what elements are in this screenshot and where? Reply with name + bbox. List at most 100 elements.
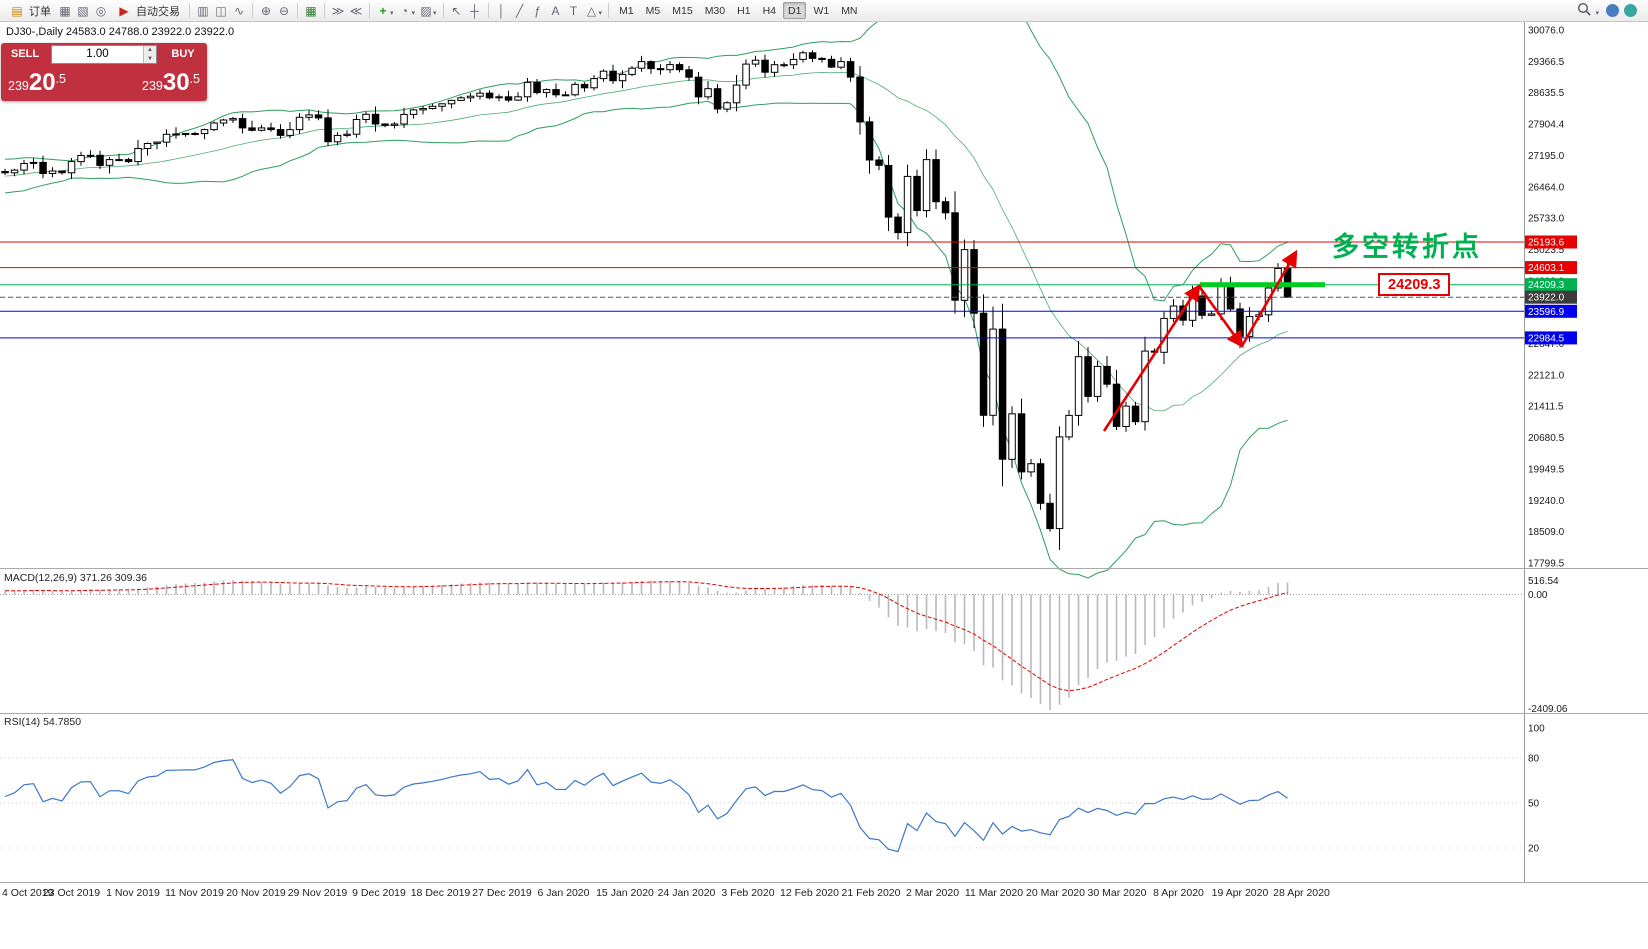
svg-text:27 Dec 2019: 27 Dec 2019 bbox=[472, 887, 532, 899]
zigzag-arrows[interactable] bbox=[1102, 249, 1298, 432]
volume-input[interactable]: 1.00 ▲ ▼ bbox=[51, 45, 157, 64]
timeframe-d1[interactable]: D1 bbox=[783, 2, 807, 19]
toolbar-separator bbox=[324, 3, 325, 18]
autoscroll-icon[interactable]: ≫ bbox=[331, 3, 345, 18]
svg-text:23 Oct 2019: 23 Oct 2019 bbox=[43, 887, 100, 899]
new-order-icon: ▤ bbox=[11, 3, 23, 18]
svg-text:30 Mar 2020: 30 Mar 2020 bbox=[1088, 887, 1147, 899]
periods-icon[interactable]: ◔ bbox=[400, 3, 409, 18]
toolbar-window-icons: ▦ ▧ ◎ bbox=[56, 1, 110, 20]
svg-text:27195.0: 27195.0 bbox=[1528, 151, 1565, 162]
grid-icon[interactable]: ▦ bbox=[305, 3, 317, 18]
rsi-panel: RSI(14) 54.7850 100 80 50 20 bbox=[0, 716, 1545, 855]
search-caret-icon[interactable]: ▾ bbox=[1595, 9, 1599, 17]
svg-text:28 Apr 2020: 28 Apr 2020 bbox=[1273, 887, 1330, 899]
svg-text:12 Feb 2020: 12 Feb 2020 bbox=[780, 887, 839, 899]
crosshair-icon[interactable]: ┼ bbox=[470, 3, 479, 18]
bar-chart-icon[interactable]: ▥ bbox=[197, 3, 209, 18]
line-chart-icon[interactable]: ∿ bbox=[233, 3, 245, 18]
chart-shift-icon[interactable]: ≪ bbox=[349, 3, 363, 18]
svg-text:11 Nov 2019: 11 Nov 2019 bbox=[165, 887, 224, 899]
sell-price[interactable]: 239 20.5 bbox=[8, 69, 66, 97]
algo-trading-button[interactable]: ▶ 自动交易 bbox=[110, 1, 185, 21]
candlestick-icon[interactable]: ◫ bbox=[215, 3, 227, 18]
fibonacci-icon[interactable]: ƒ bbox=[534, 3, 541, 18]
volume-increase-icon[interactable]: ▲ bbox=[147, 47, 153, 53]
timeframe-m15[interactable]: M15 bbox=[672, 4, 693, 17]
timeframe-m30[interactable]: M30 bbox=[704, 4, 726, 17]
price-digits: .5 bbox=[55, 72, 66, 86]
profiles-icon[interactable]: ▧ bbox=[77, 3, 89, 18]
svg-text:25733.0: 25733.0 bbox=[1528, 214, 1565, 225]
svg-text:21 Feb 2020: 21 Feb 2020 bbox=[842, 887, 901, 899]
chart-canvas[interactable]: 30076.0 29366.5 28635.5 27904.4 27195.0 26464… bbox=[0, 22, 1648, 949]
svg-text:18509.0: 18509.0 bbox=[1528, 527, 1565, 538]
svg-text:29 Nov 2019: 29 Nov 2019 bbox=[288, 887, 348, 899]
panel-frame bbox=[0, 22, 1648, 883]
svg-text:22847.0: 22847.0 bbox=[1528, 339, 1565, 350]
community-icon[interactable] bbox=[1606, 4, 1619, 17]
horizontal-levels[interactable] bbox=[0, 241, 1524, 339]
templates-icon[interactable]: ▨ bbox=[420, 3, 432, 18]
toolbar-chart-tools: ▥ ◫ ∿ ⊕ ⊖ ▦ ≫ ≪ + ▾ ◔ ▾ ▨ ▾ ↖ ┼ │ ╱ ƒ A T △ ▾ M1 M5 M15 M30 H1 H4 D1 W… bbox=[194, 1, 864, 20]
timeframe-mn[interactable]: MN bbox=[841, 4, 858, 17]
svg-text:2 Mar 2020: 2 Mar 2020 bbox=[906, 887, 959, 899]
timeframe-w1[interactable]: W1 bbox=[813, 4, 830, 17]
timeframe-m1[interactable]: M1 bbox=[619, 4, 634, 17]
zoom-out-icon[interactable]: ⊖ bbox=[278, 3, 290, 18]
svg-text:100: 100 bbox=[1528, 724, 1545, 735]
svg-text:19 Apr 2020: 19 Apr 2020 bbox=[1212, 887, 1269, 899]
svg-text:4 Oct 2019: 4 Oct 2019 bbox=[2, 887, 54, 899]
svg-text:20: 20 bbox=[1528, 844, 1540, 855]
new-order-label: 订单 bbox=[29, 5, 51, 18]
new-order-button[interactable]: ▤ 订单 bbox=[3, 1, 56, 21]
sell-button[interactable]: SELL bbox=[1, 43, 49, 65]
charts-icon[interactable]: ▦ bbox=[59, 3, 71, 18]
algo-trading-label: 自动交易 bbox=[136, 5, 180, 18]
svg-text:6 Jan 2020: 6 Jan 2020 bbox=[538, 887, 590, 899]
trendline-icon[interactable]: ╱ bbox=[515, 3, 524, 18]
svg-text:0.00: 0.00 bbox=[1528, 590, 1548, 601]
price-badges: 25193.6 24603.1 24209.3 23922.0 23596.9 22984… bbox=[1525, 235, 1577, 345]
templates-icon-caret[interactable]: ▾ bbox=[433, 9, 437, 17]
price-tag-label[interactable]: 24209.3 bbox=[1378, 273, 1451, 296]
timeframe-h4[interactable]: H4 bbox=[762, 4, 776, 17]
svg-text:20 Mar 2020: 20 Mar 2020 bbox=[1026, 887, 1085, 899]
search-icon[interactable] bbox=[1577, 2, 1592, 20]
shapes-icon[interactable]: △ bbox=[586, 3, 597, 18]
toolbar-separator bbox=[608, 3, 610, 18]
svg-text:20 Nov 2019: 20 Nov 2019 bbox=[226, 887, 286, 899]
svg-text:17799.5: 17799.5 bbox=[1528, 559, 1565, 570]
toolbar-separator bbox=[442, 3, 444, 18]
timeframe-m5[interactable]: M5 bbox=[645, 4, 661, 17]
periods-icon-caret[interactable]: ▾ bbox=[411, 9, 416, 17]
price-digits: 30 bbox=[162, 69, 190, 96]
timeframe-h1[interactable]: H1 bbox=[737, 4, 751, 17]
buy-button[interactable]: BUY bbox=[159, 43, 207, 65]
svg-text:8 Apr 2020: 8 Apr 2020 bbox=[1153, 887, 1204, 899]
rsi-label: RSI(14) 54.7850 bbox=[4, 716, 81, 728]
chat-icon[interactable] bbox=[1624, 4, 1637, 17]
indicators-icon-caret[interactable]: ▾ bbox=[390, 9, 394, 17]
buy-price[interactable]: 239 30.5 bbox=[142, 69, 200, 97]
macd-panel: MACD(12,26,9) 371.26 309.36 516.54 0.00 -24… bbox=[0, 572, 1568, 715]
shapes-icon-caret[interactable]: ▾ bbox=[598, 9, 603, 17]
svg-text:24209.3: 24209.3 bbox=[1528, 280, 1565, 291]
zoom-in-icon[interactable]: ⊕ bbox=[260, 3, 272, 18]
svg-text:22121.0: 22121.0 bbox=[1528, 370, 1565, 381]
svg-text:24 Jan 2020: 24 Jan 2020 bbox=[658, 887, 716, 899]
text-icon[interactable]: A bbox=[551, 3, 560, 18]
volume-decrease-icon[interactable]: ▼ bbox=[147, 55, 153, 62]
svg-text:-2409.06: -2409.06 bbox=[1528, 704, 1568, 715]
indicators-icon[interactable]: + bbox=[379, 3, 387, 18]
label-icon[interactable]: T bbox=[569, 3, 578, 18]
volume-value[interactable]: 1.00 bbox=[86, 48, 109, 60]
svg-text:80: 80 bbox=[1528, 754, 1540, 765]
turning-point-annotation[interactable]: 多空转折点 bbox=[1332, 232, 1482, 262]
vertical-line-icon[interactable]: │ bbox=[497, 3, 506, 18]
help-icon[interactable]: ◎ bbox=[95, 3, 107, 18]
svg-text:3 Feb 2020: 3 Feb 2020 bbox=[721, 887, 774, 899]
cursor-icon[interactable]: ↖ bbox=[451, 3, 462, 18]
svg-text:27904.4: 27904.4 bbox=[1528, 120, 1565, 131]
